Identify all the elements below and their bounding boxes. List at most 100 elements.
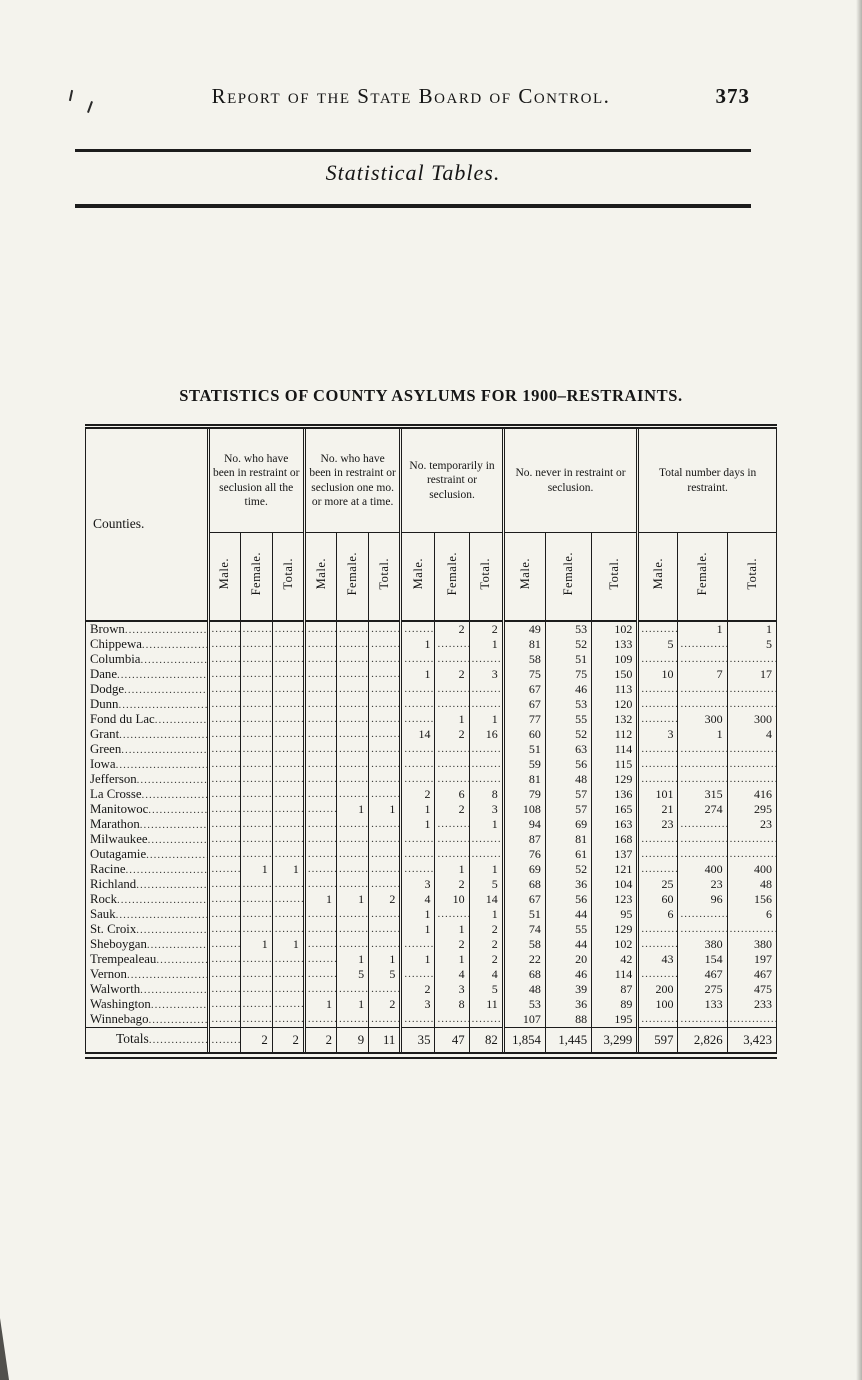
value-cell: .............................. xyxy=(468,651,504,667)
subheader-g4-female: Female. xyxy=(544,532,592,622)
group-header-temporarily: No. temporarily in restraint or seclusio… xyxy=(399,426,504,533)
value-cell: 120 xyxy=(591,696,638,712)
county-name: Green xyxy=(90,741,122,756)
value-cell: .............................. xyxy=(726,741,777,757)
value-cell: .............................. xyxy=(726,771,777,787)
value-cell: 137 xyxy=(591,846,638,862)
section-title: Statistical Tables. xyxy=(325,160,501,185)
county-row: Milwaukee...............................… xyxy=(85,831,777,847)
county-name: Washington xyxy=(90,996,151,1011)
value-cell: 136 xyxy=(591,786,638,802)
value-cell: 57 xyxy=(544,801,592,817)
value-cell: .............................. xyxy=(302,711,337,727)
value-cell: .............................. xyxy=(399,741,435,757)
value-cell: 53 xyxy=(544,696,592,712)
value-cell: 44 xyxy=(544,906,592,922)
value-cell: .............................. xyxy=(368,620,401,637)
value-cell: 112 xyxy=(591,726,638,742)
value-cell: 2 xyxy=(434,726,470,742)
value-cell: 56 xyxy=(544,756,592,772)
value-cell: 56 xyxy=(544,891,592,907)
value-cell: .............................. xyxy=(434,651,470,667)
county-name: Grant xyxy=(90,726,120,741)
value-cell: 23 xyxy=(636,816,678,832)
value-cell: .............................. xyxy=(239,831,273,847)
value-cell: .............................. xyxy=(271,681,305,697)
value-cell: 44 xyxy=(544,936,592,952)
value-cell: .............................. xyxy=(336,651,369,667)
value-cell: .............................. xyxy=(336,696,369,712)
county-name: Trempealeau xyxy=(90,951,157,966)
value-cell: 11 xyxy=(468,996,504,1012)
value-cell: 1 xyxy=(239,861,273,877)
value-cell: .............................. xyxy=(239,1011,273,1027)
value-cell: .............................. xyxy=(434,771,470,787)
county-cell: Brown...................................… xyxy=(85,620,209,637)
value-cell: .............................. xyxy=(271,726,305,742)
county-name: Dunn xyxy=(90,696,119,711)
county-row: Winnebago...............................… xyxy=(85,1011,777,1027)
county-row: Walworth................................… xyxy=(85,981,777,997)
value-cell: 47 xyxy=(434,1026,470,1055)
county-row: Grant...................................… xyxy=(85,726,777,742)
value-cell: 100 xyxy=(636,996,678,1012)
value-cell: .............................. xyxy=(636,620,678,637)
value-cell: 20 xyxy=(544,951,592,967)
value-cell: .............................. xyxy=(271,786,305,802)
value-cell: .............................. xyxy=(468,771,504,787)
value-cell: 81 xyxy=(501,771,546,787)
value-cell: 2 xyxy=(368,891,401,907)
county-name: Rock xyxy=(90,891,118,906)
value-cell: 25 xyxy=(636,876,678,892)
county-cell: Dunn....................................… xyxy=(85,696,209,712)
value-cell: 59 xyxy=(501,756,546,772)
county-name: Milwaukee xyxy=(90,831,148,846)
value-cell: 48 xyxy=(544,771,592,787)
value-cell: .............................. xyxy=(636,921,678,937)
subheader-g2-total: Total. xyxy=(368,532,401,622)
value-cell: .............................. xyxy=(636,696,678,712)
value-cell: 2 xyxy=(468,936,504,952)
value-cell: .............................. xyxy=(302,876,337,892)
ink-mark xyxy=(68,89,74,102)
value-cell: .............................. xyxy=(636,861,678,877)
value-cell: .............................. xyxy=(206,620,241,637)
value-cell: 1 xyxy=(677,620,728,637)
value-cell: .............................. xyxy=(434,831,470,847)
value-cell: 2 xyxy=(468,921,504,937)
value-cell: 2 xyxy=(434,801,470,817)
value-cell: 63 xyxy=(544,741,592,757)
value-cell: 109 xyxy=(591,651,638,667)
county-cell: Outagamie...............................… xyxy=(85,846,209,862)
value-cell: .............................. xyxy=(206,1026,241,1055)
value-cell: 1 xyxy=(399,921,435,937)
value-cell: .............................. xyxy=(271,1011,305,1027)
value-cell: 150 xyxy=(591,666,638,682)
value-cell: .............................. xyxy=(302,651,337,667)
value-cell: 5 xyxy=(368,966,401,982)
value-cell: 4 xyxy=(726,726,777,742)
value-cell: .............................. xyxy=(239,876,273,892)
value-cell: 23 xyxy=(677,876,728,892)
value-cell: 2 xyxy=(399,786,435,802)
value-cell: 1 xyxy=(336,951,369,967)
value-cell: 43 xyxy=(636,951,678,967)
county-name: Racine xyxy=(90,861,126,876)
value-cell: .............................. xyxy=(302,636,337,652)
county-name: Columbia xyxy=(90,651,141,666)
value-cell: 129 xyxy=(591,921,638,937)
value-cell: .............................. xyxy=(302,906,337,922)
value-cell: .............................. xyxy=(399,966,435,982)
value-cell: 1 xyxy=(302,996,337,1012)
value-cell: .............................. xyxy=(468,741,504,757)
table-header: Counties. No. who have been in restraint… xyxy=(85,426,777,622)
county-name: Richland xyxy=(90,876,137,891)
value-cell: 51 xyxy=(501,741,546,757)
value-cell: 5 xyxy=(468,876,504,892)
county-name: Jefferson xyxy=(90,771,137,786)
value-cell: .............................. xyxy=(302,1011,337,1027)
value-cell: 101 xyxy=(636,786,678,802)
value-cell: 1 xyxy=(468,906,504,922)
value-cell: .............................. xyxy=(636,1011,678,1027)
value-cell: .............................. xyxy=(206,636,241,652)
